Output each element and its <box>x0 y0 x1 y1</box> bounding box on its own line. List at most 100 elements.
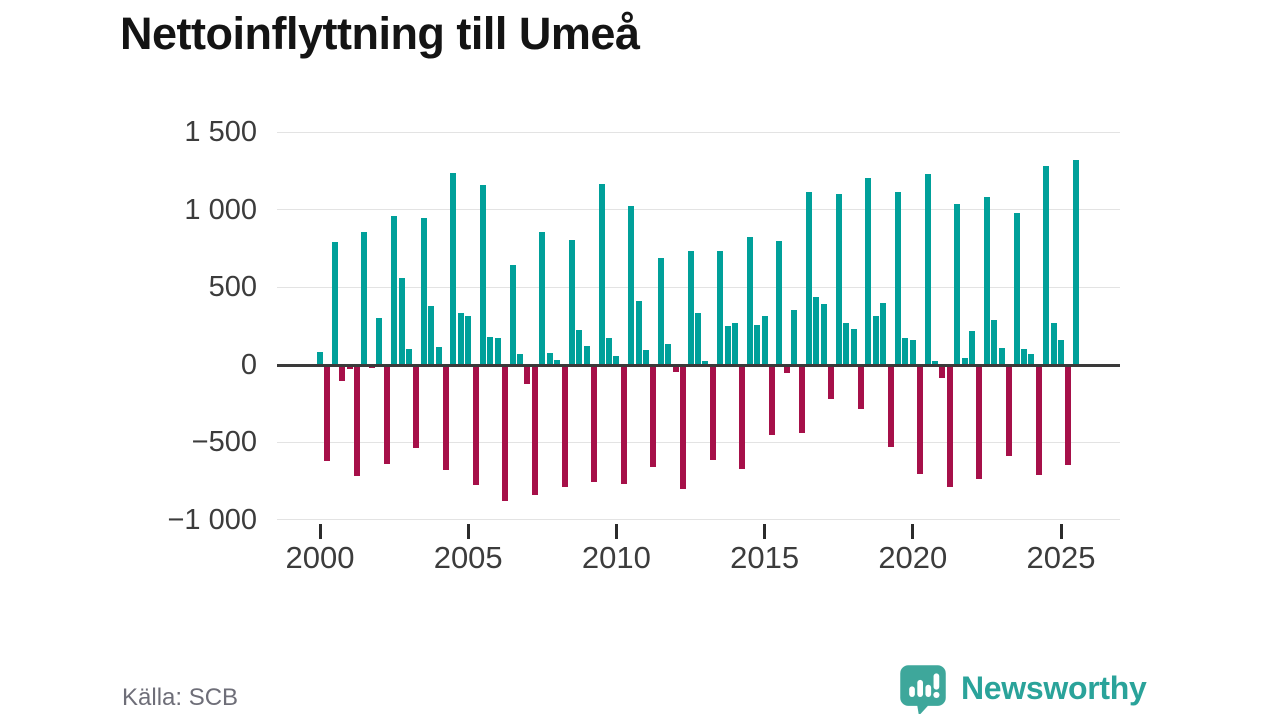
gridline--500 <box>277 441 1120 443</box>
bar-2002-q3 <box>391 216 398 365</box>
bar-2019-q4 <box>902 338 909 365</box>
x-tick-2015 <box>763 524 767 539</box>
bar-2002-q2 <box>383 364 390 464</box>
bar-2008-q4 <box>576 330 583 365</box>
chart-title: Nettoinflyttning till Umeå <box>120 8 640 59</box>
bar-2001-q2 <box>354 364 361 477</box>
bar-2012-q4 <box>694 313 701 365</box>
bar-2009-q4 <box>605 338 612 365</box>
plot-area: 1 500 1 000 500 0 −500 −1 000 2000 2005 2010 2015… <box>167 116 1120 575</box>
bar-2018-q2 <box>857 364 864 410</box>
bar-2014-q4 <box>754 324 761 365</box>
y-tick-label-0: 0 <box>240 348 257 381</box>
bar-2007-q1 <box>524 364 531 384</box>
bar-2011-q1 <box>643 349 650 365</box>
bar-2007-q2 <box>531 364 538 496</box>
bar-2013-q3 <box>717 250 724 365</box>
bar-2000-q4 <box>339 364 346 381</box>
x-tick-2010 <box>614 524 618 539</box>
bar-2022-q1 <box>969 331 976 365</box>
bar-2004-q2 <box>442 364 449 470</box>
bar-2024-q3 <box>1043 166 1050 365</box>
gridline-500 <box>277 286 1120 288</box>
bar-2001-q1 <box>346 364 353 370</box>
bar-2012-q1 <box>672 364 679 373</box>
x-tick-label-2015: 2015 <box>730 540 800 575</box>
bar-2016-q1 <box>791 310 798 365</box>
bar-2025-q2 <box>1065 364 1072 466</box>
bar-2023-q1 <box>998 348 1005 365</box>
x-tick-label-2000: 2000 <box>285 540 355 575</box>
y-tick-label--1000: −1 000 <box>167 503 257 536</box>
bar-2022-q2 <box>976 364 983 480</box>
bar-2018-q1 <box>850 328 857 365</box>
bar-2010-q3 <box>628 206 635 365</box>
bar-2020-q2 <box>917 364 924 474</box>
bar-2024-q2 <box>1035 364 1042 475</box>
bar-2009-q3 <box>598 183 605 365</box>
y-tick-label-1500: 1 500 <box>184 116 257 148</box>
bar-2022-q4 <box>991 320 998 365</box>
bar-2025-q1 <box>1058 340 1064 365</box>
bar-2016-q2 <box>798 364 805 434</box>
bar-2003-q1 <box>405 349 412 365</box>
x-tick-label-2025: 2025 <box>1026 540 1096 575</box>
bar-2003-q3 <box>420 218 427 365</box>
bar-2021-q1 <box>939 364 946 378</box>
newsworthy-logo-text: Newsworthy <box>961 670 1147 706</box>
bar-2005-q1 <box>465 316 472 365</box>
bar-2020-q3 <box>924 173 931 365</box>
bar-2012-q2 <box>680 364 687 489</box>
bar-2010-q4 <box>635 300 642 365</box>
bar-2021-q4 <box>961 358 968 365</box>
bar-2007-q3 <box>539 231 546 365</box>
bar-2017-q1 <box>820 304 827 365</box>
y-tick-label-500: 500 <box>208 271 257 303</box>
gridline-1000 <box>277 209 1120 210</box>
x-tick-label-2010: 2010 <box>581 540 651 575</box>
bar-2006-q1 <box>494 338 501 365</box>
bar-2012-q3 <box>687 250 694 365</box>
bar-2011-q4 <box>665 344 672 365</box>
y-tick-label-1000: 1 000 <box>184 193 257 226</box>
bar-2020-q1 <box>909 340 916 365</box>
x-tick-2000 <box>318 524 322 539</box>
bar-2023-q3 <box>1013 213 1020 365</box>
bar-2013-q1 <box>702 361 709 365</box>
x-tick-2020 <box>911 524 915 539</box>
bar-2018-q4 <box>872 316 879 365</box>
bar-2017-q3 <box>835 194 842 365</box>
bar-2009-q1 <box>583 345 590 365</box>
bar-2017-q2 <box>828 364 835 400</box>
x-tick-2025 <box>1059 524 1063 539</box>
x-tick-label-2005: 2005 <box>433 540 503 575</box>
bar-2005-q3 <box>480 185 487 365</box>
bar-2003-q2 <box>413 364 420 449</box>
bar-2024-q4 <box>1050 322 1057 365</box>
bar-2020-q4 <box>932 361 939 365</box>
bar-2019-q3 <box>894 191 901 365</box>
bar-2023-q4 <box>1020 349 1027 365</box>
bar-2013-q4 <box>724 325 731 365</box>
newsworthy-logo: Newsworthy <box>897 662 1147 714</box>
bar-2014-q1 <box>731 322 738 365</box>
bar-2008-q2 <box>561 364 568 487</box>
bar-2009-q2 <box>591 364 598 482</box>
x-tick-label-2020: 2020 <box>878 540 948 575</box>
bar-2014-q3 <box>746 236 753 365</box>
bar-2002-q1 <box>376 318 383 365</box>
bar-2016-q3 <box>806 192 813 365</box>
bar-2010-q2 <box>620 364 627 484</box>
gridline-1500 <box>277 131 1120 133</box>
y-tick-label--500: −500 <box>191 426 257 458</box>
bar-2022-q3 <box>983 197 990 365</box>
bar-2018-q3 <box>865 177 872 365</box>
bar-2010-q1 <box>613 355 620 365</box>
bar-2003-q4 <box>428 305 435 365</box>
gridline--1000 <box>277 519 1120 520</box>
zero-axis-line <box>277 363 1120 367</box>
bar-2015-q3 <box>776 240 783 365</box>
bar-2008-q3 <box>568 239 575 365</box>
bar-2001-q3 <box>361 231 368 365</box>
